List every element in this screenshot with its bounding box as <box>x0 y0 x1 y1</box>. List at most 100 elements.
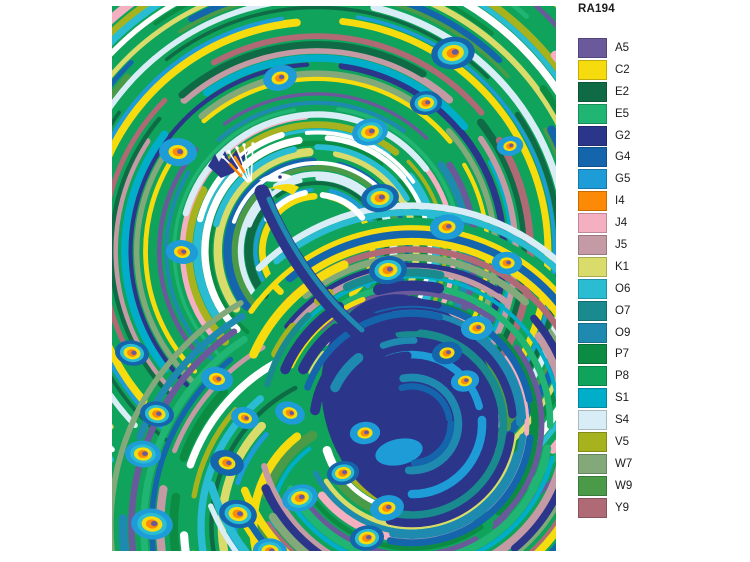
color-swatch-w9 <box>578 475 607 496</box>
feather-eye <box>210 450 244 476</box>
feather-eye <box>201 366 233 392</box>
feather-eye <box>131 508 173 540</box>
color-swatch-e5 <box>578 103 607 124</box>
color-code-label: O9 <box>615 326 631 339</box>
feather-eye <box>409 91 443 115</box>
color-code-label: P8 <box>615 370 630 383</box>
feather-eye <box>282 484 318 512</box>
feather-eye <box>429 214 465 240</box>
color-swatch-o7 <box>578 300 607 321</box>
feather-eye <box>349 525 385 551</box>
legend-row: J4 <box>578 212 738 234</box>
color-code-label: K1 <box>615 260 630 273</box>
color-swatch-p8 <box>578 366 607 387</box>
color-code-label: C2 <box>615 63 630 76</box>
color-swatch-v5 <box>578 431 607 452</box>
color-code-label: A5 <box>615 41 630 54</box>
color-swatch-o9 <box>578 322 607 343</box>
color-swatch-w7 <box>578 453 607 474</box>
peacock-artwork <box>112 6 556 551</box>
legend-row: A5 <box>578 37 738 59</box>
feather-eye <box>326 460 360 486</box>
legend-row: P8 <box>578 365 738 387</box>
color-code-label: V5 <box>615 435 630 448</box>
artwork-svg <box>112 6 556 551</box>
color-code-label: G4 <box>615 151 631 164</box>
legend-row: Y9 <box>578 497 738 519</box>
feather-eye <box>496 136 524 156</box>
feather-eye <box>165 240 199 264</box>
legend-row: S1 <box>578 387 738 409</box>
feather-eye <box>263 65 297 91</box>
feather-eye <box>139 401 175 427</box>
color-swatch-g5 <box>578 169 607 190</box>
color-code-label: E2 <box>615 85 630 98</box>
color-key: RA194 A5 C2 E2 E5 G2 G4 G5 I4 J4 J5 K1 O6 O7 O9 P7 P8 S1… <box>578 3 738 519</box>
legend-row: W7 <box>578 453 738 475</box>
feather-eye <box>431 341 463 365</box>
legend-row: E2 <box>578 81 738 103</box>
legend-row: O7 <box>578 300 738 322</box>
color-swatch-p7 <box>578 344 607 365</box>
legend-row: G4 <box>578 146 738 168</box>
legend-row: J5 <box>578 234 738 256</box>
color-code-label: P7 <box>615 348 630 361</box>
color-swatch-j5 <box>578 234 607 255</box>
legend-row: G5 <box>578 168 738 190</box>
color-code-label: S4 <box>615 414 630 427</box>
color-swatch-i4 <box>578 191 607 212</box>
color-code-label: G5 <box>615 173 631 186</box>
color-swatch-c2 <box>578 59 607 80</box>
color-code-label: G2 <box>615 129 631 142</box>
legend-row: P7 <box>578 343 738 365</box>
color-code-label: O6 <box>615 282 631 295</box>
feather-eye <box>450 370 480 392</box>
color-swatch-s4 <box>578 410 607 431</box>
feather-eye <box>491 251 523 275</box>
color-code-label: J4 <box>615 217 628 230</box>
feather-eye <box>124 440 162 468</box>
color-code-label: J5 <box>615 238 628 251</box>
color-swatch-k1 <box>578 256 607 277</box>
feather-eye <box>460 316 494 340</box>
color-code-label: S1 <box>615 392 630 405</box>
feather-eye <box>115 340 149 366</box>
feather-eye <box>370 495 404 521</box>
feather-eye <box>431 36 475 70</box>
color-code-label: O7 <box>615 304 631 317</box>
feather-eye <box>275 401 305 425</box>
color-code-label: W9 <box>615 479 633 492</box>
color-code-label: W7 <box>615 457 633 470</box>
feather-eye <box>361 183 399 213</box>
legend-row: O9 <box>578 322 738 344</box>
color-swatch-s1 <box>578 388 607 409</box>
color-swatch-o6 <box>578 278 607 299</box>
product-code: RA194 <box>578 3 615 15</box>
legend-row: E5 <box>578 103 738 125</box>
color-legend: A5 C2 E2 E5 G2 G4 G5 I4 J4 J5 K1 O6 O7 O9 P7 P8 S1 S4 V5 W7… <box>578 37 738 519</box>
legend-row: C2 <box>578 59 738 81</box>
color-swatch-j4 <box>578 213 607 234</box>
legend-row: W9 <box>578 475 738 497</box>
feather-eye <box>349 421 381 445</box>
color-code-label: E5 <box>615 107 630 120</box>
legend-row: V5 <box>578 431 738 453</box>
color-swatch-g4 <box>578 147 607 168</box>
color-swatch-y9 <box>578 497 607 518</box>
legend-row: I4 <box>578 190 738 212</box>
color-code-label: I4 <box>615 195 625 208</box>
feather-eye <box>252 538 288 551</box>
color-code-label: Y9 <box>615 501 630 514</box>
feather-eye <box>231 406 259 430</box>
feather-eye <box>219 499 257 529</box>
color-swatch-g2 <box>578 125 607 146</box>
legend-row: K1 <box>578 256 738 278</box>
color-swatch-e2 <box>578 81 607 102</box>
legend-row: S4 <box>578 409 738 431</box>
feather-eye <box>352 118 388 146</box>
feather-eye <box>159 137 197 167</box>
color-swatch-a5 <box>578 37 607 58</box>
feather-eye <box>369 255 407 285</box>
legend-row: O6 <box>578 278 738 300</box>
legend-row: G2 <box>578 125 738 147</box>
